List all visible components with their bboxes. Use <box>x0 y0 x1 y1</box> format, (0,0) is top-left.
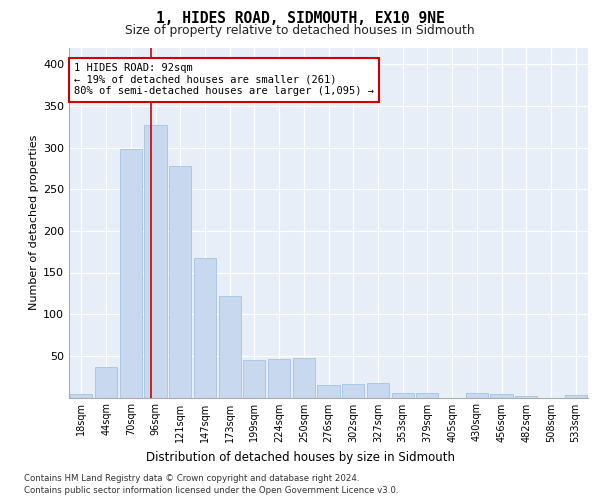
Bar <box>293 358 315 398</box>
Bar <box>218 296 241 398</box>
Text: Size of property relative to detached houses in Sidmouth: Size of property relative to detached ho… <box>125 24 475 37</box>
Bar <box>466 392 488 398</box>
Bar <box>490 394 512 398</box>
Bar <box>145 125 167 398</box>
Bar <box>194 258 216 398</box>
Bar <box>119 149 142 398</box>
Bar <box>515 396 538 398</box>
Bar <box>392 394 414 398</box>
Bar <box>565 395 587 398</box>
Bar <box>416 392 439 398</box>
Bar <box>169 166 191 398</box>
Text: 1 HIDES ROAD: 92sqm
← 19% of detached houses are smaller (261)
80% of semi-detac: 1 HIDES ROAD: 92sqm ← 19% of detached ho… <box>74 64 374 96</box>
Bar <box>95 366 117 398</box>
Bar <box>243 360 265 398</box>
Bar <box>268 359 290 398</box>
Bar <box>70 394 92 398</box>
Text: Distribution of detached houses by size in Sidmouth: Distribution of detached houses by size … <box>146 451 455 464</box>
Text: Contains HM Land Registry data © Crown copyright and database right 2024.: Contains HM Land Registry data © Crown c… <box>24 474 359 483</box>
Text: Contains public sector information licensed under the Open Government Licence v3: Contains public sector information licen… <box>24 486 398 495</box>
Text: 1, HIDES ROAD, SIDMOUTH, EX10 9NE: 1, HIDES ROAD, SIDMOUTH, EX10 9NE <box>155 11 445 26</box>
Bar <box>367 384 389 398</box>
Y-axis label: Number of detached properties: Number of detached properties <box>29 135 39 310</box>
Bar <box>342 384 364 398</box>
Bar <box>317 385 340 398</box>
